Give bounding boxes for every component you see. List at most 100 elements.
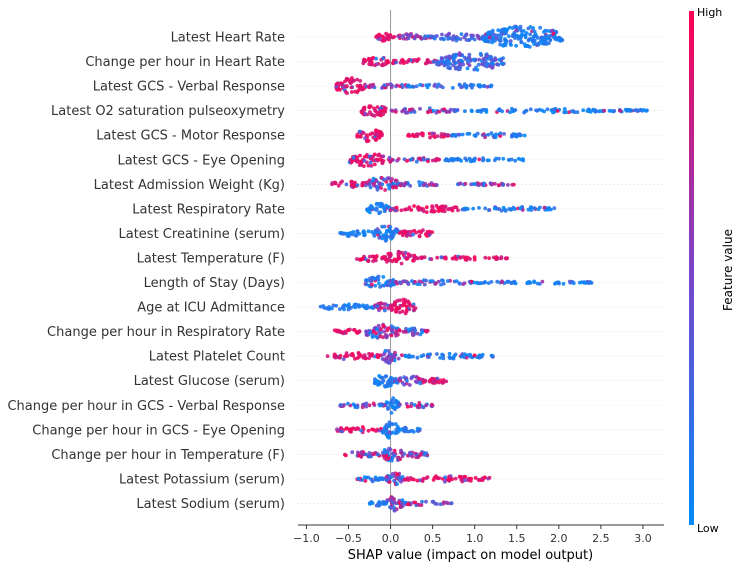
shap-point xyxy=(460,132,465,137)
shap-point xyxy=(355,183,360,188)
shap-point xyxy=(389,303,394,308)
shap-point xyxy=(446,65,450,70)
shap-point xyxy=(406,132,411,137)
shap-point xyxy=(504,27,509,32)
shap-point xyxy=(437,61,442,65)
shap-point xyxy=(496,63,501,67)
shap-point xyxy=(394,329,399,333)
shap-point xyxy=(496,33,500,38)
shap-point xyxy=(397,231,402,236)
x-tick-label: −1.0 xyxy=(293,532,320,545)
shap-point xyxy=(463,257,468,262)
shap-point xyxy=(411,134,416,138)
shap-point xyxy=(344,351,349,355)
shap-point xyxy=(416,132,421,137)
shap-point xyxy=(395,257,400,262)
shap-point xyxy=(381,62,385,66)
shap-point xyxy=(514,43,518,48)
shap-point xyxy=(416,502,421,507)
shap-point xyxy=(388,182,393,187)
shap-point xyxy=(575,110,580,115)
shap-point xyxy=(399,450,403,455)
shap-point xyxy=(550,28,554,33)
shap-point xyxy=(399,208,404,213)
shap-point xyxy=(512,132,517,137)
shap-point xyxy=(381,154,386,159)
shap-point xyxy=(396,251,401,256)
shap-point xyxy=(360,478,365,482)
shap-point xyxy=(401,426,406,431)
shap-point xyxy=(378,231,383,235)
shap-point xyxy=(589,281,594,285)
shap-point xyxy=(458,181,462,186)
shap-point xyxy=(362,230,367,235)
shap-point xyxy=(401,33,406,38)
shap-point xyxy=(378,110,383,115)
feature-row-points xyxy=(363,274,594,289)
shap-point xyxy=(346,401,350,406)
shap-point xyxy=(425,231,430,236)
feature-row-points xyxy=(338,224,435,243)
shap-point xyxy=(485,54,490,58)
shap-point xyxy=(418,377,422,381)
shap-point xyxy=(373,258,378,263)
shap-point xyxy=(498,131,503,136)
shap-point xyxy=(379,327,383,331)
feature-row-points xyxy=(355,128,527,144)
shap-point xyxy=(519,40,524,44)
shap-point xyxy=(402,477,407,482)
shap-point xyxy=(465,207,470,211)
shap-point xyxy=(416,205,421,209)
shap-point xyxy=(430,206,435,210)
shap-point xyxy=(535,281,540,286)
shap-point xyxy=(542,205,547,210)
shap-point xyxy=(390,430,395,435)
shap-point xyxy=(528,32,532,37)
shap-point xyxy=(384,179,389,184)
shap-point xyxy=(534,42,539,46)
shap-point xyxy=(332,354,337,359)
shap-point xyxy=(400,251,405,255)
shap-point xyxy=(508,42,513,46)
colorbar-title: Feature value xyxy=(721,229,735,311)
shap-point xyxy=(377,281,381,286)
shap-point xyxy=(338,355,342,360)
shap-point xyxy=(344,84,348,89)
shap-point xyxy=(340,83,344,87)
shap-point xyxy=(397,475,402,480)
shap-point xyxy=(487,35,492,40)
shap-point xyxy=(400,501,404,505)
shap-point xyxy=(397,457,402,461)
shap-point xyxy=(538,25,543,30)
shap-point xyxy=(458,83,462,88)
shap-point xyxy=(381,255,386,260)
shap-point xyxy=(347,302,351,307)
shap-point xyxy=(482,83,486,88)
shap-point xyxy=(379,306,384,310)
shap-point xyxy=(472,37,477,42)
shap-point xyxy=(415,331,420,336)
shap-point xyxy=(333,181,337,186)
shap-point xyxy=(414,159,419,164)
shap-point xyxy=(500,61,504,66)
shap-point xyxy=(472,67,477,72)
x-tick-label: 1.0 xyxy=(466,532,484,545)
feature-label: Change per hour in GCS - Eye Opening xyxy=(32,423,285,438)
shap-point xyxy=(548,38,553,43)
shap-point xyxy=(569,109,574,114)
shap-point xyxy=(447,54,452,59)
shap-point xyxy=(427,131,432,136)
shap-point xyxy=(425,58,430,62)
shap-point xyxy=(392,354,396,359)
shap-point xyxy=(408,253,413,258)
shap-point xyxy=(491,255,496,260)
shap-point xyxy=(405,60,409,65)
shap-point xyxy=(535,108,540,113)
shap-point xyxy=(364,401,369,406)
shap-point xyxy=(388,225,393,230)
shap-point xyxy=(445,58,450,63)
shap-point xyxy=(382,206,387,211)
shap-point xyxy=(411,232,415,237)
shap-point xyxy=(375,187,380,192)
shap-point xyxy=(426,34,431,39)
